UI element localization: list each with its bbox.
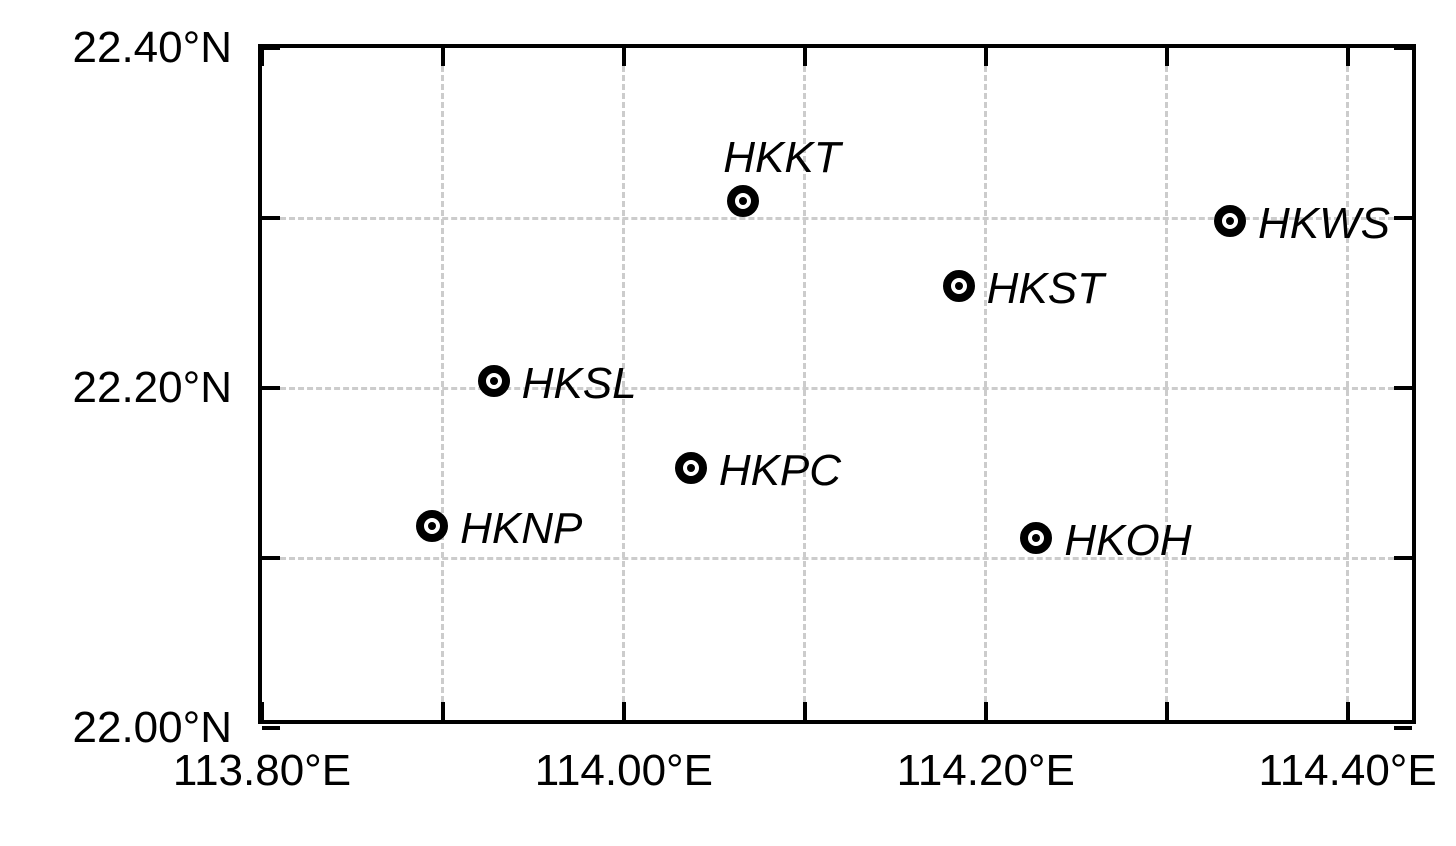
tick-left: [262, 726, 280, 730]
station-marker-hksl: [476, 363, 512, 399]
station-label-hknp: HKNP: [460, 504, 582, 554]
target-icon: [725, 183, 761, 219]
station-marker-hkst: [941, 268, 977, 304]
tick-bottom: [984, 702, 988, 720]
target-icon: [476, 363, 512, 399]
plot-area: 113.80°E114.00°E114.20°E114.40°E22.00°N2…: [258, 44, 1416, 724]
chart-container: 113.80°E114.00°E114.20°E114.40°E22.00°N2…: [258, 44, 1416, 724]
grid-line-vertical: [441, 48, 444, 720]
station-marker-hkpc: [673, 450, 709, 486]
tick-left: [262, 386, 280, 390]
target-icon: [1212, 203, 1248, 239]
tick-bottom: [622, 702, 626, 720]
grid-line-horizontal: [262, 557, 1412, 560]
station-marker-hknp: [414, 508, 450, 544]
tick-bottom: [1346, 702, 1350, 720]
target-icon: [673, 450, 709, 486]
tick-top: [260, 48, 264, 66]
station-label-hkkt: HKKT: [723, 133, 840, 183]
station-marker-hkws: [1212, 203, 1248, 239]
station-label-hkpc: HKPC: [719, 446, 841, 496]
station-label-hkoh: HKOH: [1064, 516, 1191, 566]
tick-top: [984, 48, 988, 66]
tick-top: [622, 48, 626, 66]
x-axis-label: 114.00°E: [535, 746, 713, 796]
station-marker-hkoh: [1018, 520, 1054, 556]
station-label-hksl: HKSL: [522, 359, 637, 409]
tick-bottom: [1165, 702, 1169, 720]
tick-right: [1394, 46, 1412, 50]
y-axis-label: 22.00°N: [73, 703, 232, 753]
tick-right: [1394, 556, 1412, 560]
target-icon: [941, 268, 977, 304]
y-axis-label: 22.40°N: [73, 23, 232, 73]
station-label-hkst: HKST: [987, 264, 1104, 314]
target-icon: [1018, 520, 1054, 556]
station-label-hkws: HKWS: [1258, 199, 1390, 249]
tick-top: [1346, 48, 1350, 66]
tick-left: [262, 46, 280, 50]
grid-line-vertical: [984, 48, 987, 720]
tick-right: [1394, 216, 1412, 220]
y-axis-label: 22.20°N: [73, 363, 232, 413]
tick-bottom: [260, 702, 264, 720]
tick-right: [1394, 386, 1412, 390]
x-axis-label: 114.40°E: [1258, 746, 1436, 796]
x-axis-label: 113.80°E: [173, 746, 351, 796]
x-axis-label: 114.20°E: [897, 746, 1075, 796]
station-marker-hkkt: [725, 183, 761, 219]
tick-top: [441, 48, 445, 66]
tick-left: [262, 556, 280, 560]
tick-right: [1394, 726, 1412, 730]
tick-bottom: [441, 702, 445, 720]
grid-line-vertical: [1165, 48, 1168, 720]
tick-top: [1165, 48, 1169, 66]
tick-top: [803, 48, 807, 66]
tick-left: [262, 216, 280, 220]
tick-bottom: [803, 702, 807, 720]
grid-line-horizontal: [262, 387, 1412, 390]
target-icon: [414, 508, 450, 544]
grid-line-vertical: [1346, 48, 1349, 720]
